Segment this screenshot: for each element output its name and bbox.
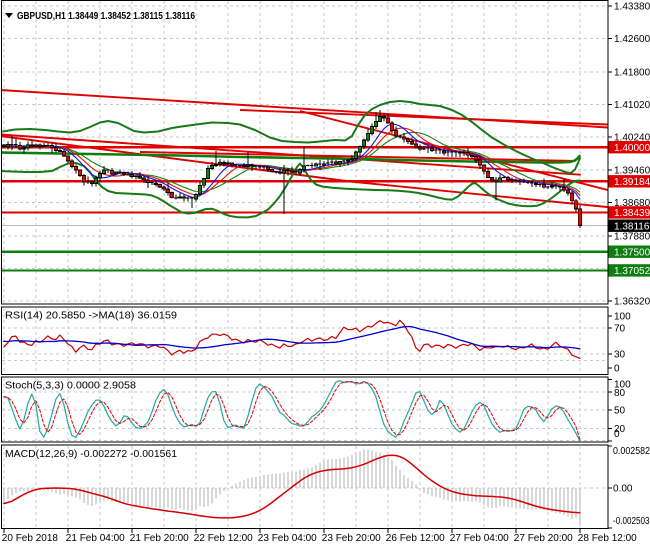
svg-text:0: 0 xyxy=(614,364,620,375)
svg-text:1.39460: 1.39460 xyxy=(614,165,650,176)
svg-text:70: 70 xyxy=(614,323,626,334)
svg-text:20: 20 xyxy=(614,424,626,435)
svg-text:1.38116: 1.38116 xyxy=(614,221,650,232)
svg-text:-0.002503: -0.002503 xyxy=(613,516,650,527)
svg-text:1.38439: 1.38439 xyxy=(614,208,650,219)
svg-text:23 Feb 20:00: 23 Feb 20:00 xyxy=(322,533,381,544)
svg-text:100: 100 xyxy=(614,312,631,323)
svg-text:1.37880: 1.37880 xyxy=(614,231,650,242)
svg-text:1.42600: 1.42600 xyxy=(614,34,650,45)
svg-text:0.002582: 0.002582 xyxy=(613,446,650,457)
svg-text:21 Feb 20:00: 21 Feb 20:00 xyxy=(130,533,189,544)
svg-text:GBPUSD,H1 1.38449 1.38452 1.38: GBPUSD,H1 1.38449 1.38452 1.38115 1.3811… xyxy=(17,10,195,22)
svg-text:26 Feb 12:00: 26 Feb 12:00 xyxy=(386,533,445,544)
svg-text:27 Feb 20:00: 27 Feb 20:00 xyxy=(514,533,573,544)
svg-text:RSI(14) 20.5850 ->MA(18) 36.0: RSI(14) 20.5850 ->MA(18) 36.0159 xyxy=(5,310,177,322)
svg-text:50: 50 xyxy=(614,405,626,416)
svg-text:0: 0 xyxy=(614,429,620,440)
svg-text:100: 100 xyxy=(614,380,631,391)
svg-text:28 Feb 12:00: 28 Feb 12:00 xyxy=(578,533,637,544)
svg-text:1.43380: 1.43380 xyxy=(614,2,650,13)
svg-text:1.36320: 1.36320 xyxy=(614,297,650,308)
svg-text:1.41020: 1.41020 xyxy=(614,100,650,111)
svg-text:23 Feb 04:00: 23 Feb 04:00 xyxy=(258,533,317,544)
svg-text:30: 30 xyxy=(614,349,626,360)
svg-text:1.40000: 1.40000 xyxy=(614,143,650,154)
svg-text:1.37500: 1.37500 xyxy=(614,247,650,258)
svg-text:27 Feb 04:00: 27 Feb 04:00 xyxy=(450,533,509,544)
svg-text:1.39184: 1.39184 xyxy=(614,177,650,188)
svg-text:22 Feb 12:00: 22 Feb 12:00 xyxy=(194,533,253,544)
svg-text:MACD(12,26,9) -0.002272 -0.001: MACD(12,26,9) -0.002272 -0.001561 xyxy=(5,448,177,460)
svg-text:21 Feb 04:00: 21 Feb 04:00 xyxy=(66,533,125,544)
svg-text:1.38680: 1.38680 xyxy=(614,198,650,209)
svg-text:0.00: 0.00 xyxy=(613,484,633,495)
svg-text:Stoch(5,3,3) 0.0000 2.9058: Stoch(5,3,3) 0.0000 2.9058 xyxy=(5,380,136,392)
svg-text:80: 80 xyxy=(614,388,626,399)
svg-text:1.40240: 1.40240 xyxy=(614,133,650,144)
svg-text:1.37052: 1.37052 xyxy=(614,266,650,277)
svg-text:20 Feb 2018: 20 Feb 2018 xyxy=(2,533,59,544)
svg-text:1.41800: 1.41800 xyxy=(614,68,650,79)
